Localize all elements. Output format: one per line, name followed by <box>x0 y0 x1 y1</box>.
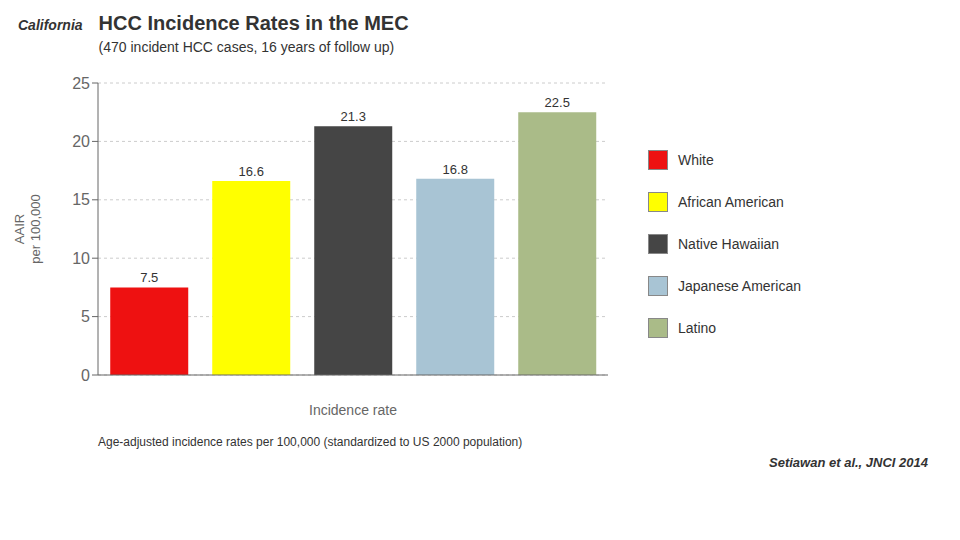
svg-text:16.8: 16.8 <box>443 162 468 177</box>
html-text:White: White <box>678 152 714 168</box>
svg-text:25: 25 <box>72 75 90 92</box>
svg-text:20: 20 <box>72 133 90 150</box>
svg-text:16.6: 16.6 <box>239 164 264 179</box>
html-text:California: California <box>18 17 83 33</box>
html-text:Native Hawaiian: Native Hawaiian <box>678 236 780 252</box>
html-text:Setiawan et al., JNCI 2014: Setiawan et al., JNCI 2014 <box>769 455 928 470</box>
html-text:African American: African American <box>678 194 784 210</box>
svg-text:10: 10 <box>72 250 90 267</box>
html-text:Latino: Latino <box>678 320 717 336</box>
html-text:HCC Incidence Rates in the MEC: HCC Incidence Rates in the MEC <box>98 12 409 34</box>
svg-text:Incidence rate: Incidence rate <box>309 402 397 418</box>
svg-text:AAIRper 100,000: AAIRper 100,000 <box>12 194 43 263</box>
svg-text:15: 15 <box>72 191 90 208</box>
svg-text:5: 5 <box>81 308 90 325</box>
html-text:Age-adjusted incidence rates p: Age-adjusted incidence rates per 100,000… <box>98 435 523 449</box>
svg-text:7.5: 7.5 <box>140 270 158 285</box>
svg-text:0: 0 <box>81 367 90 384</box>
html-text:(470 incident HCC cases, 16 ye: (470 incident HCC cases, 16 years of fol… <box>98 39 395 55</box>
html-text:Japanese American: Japanese American <box>678 278 801 294</box>
svg-text:22.5: 22.5 <box>545 95 570 110</box>
svg-text:21.3: 21.3 <box>341 109 366 124</box>
